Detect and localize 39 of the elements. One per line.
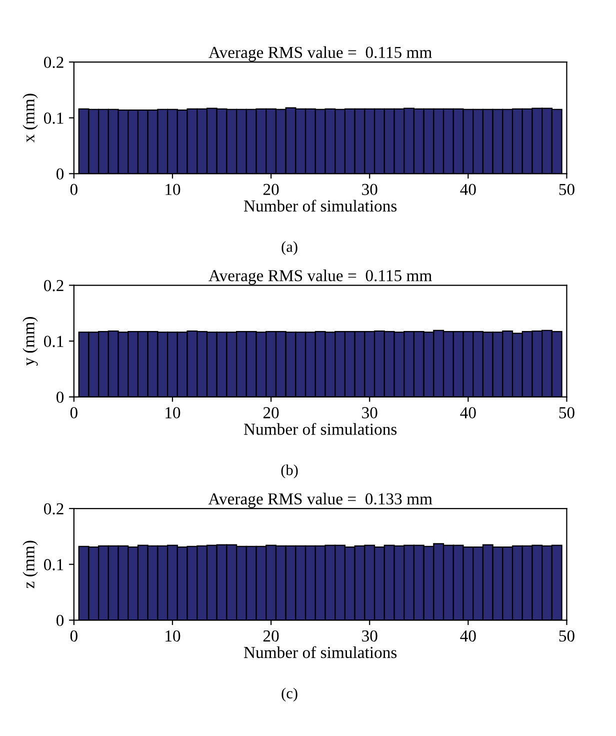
chart-title: Average RMS value = 0.115 mm — [208, 270, 432, 285]
x-tick-label: 50 — [559, 407, 574, 418]
x-tick-label: 40 — [460, 407, 476, 418]
x-tick-label: 20 — [263, 184, 279, 196]
chart-title: Average RMS value = 0.133 mm — [208, 492, 432, 508]
y-tick-label: 0 — [56, 392, 64, 403]
x-tick-label: 10 — [166, 630, 180, 642]
text: (a) — [282, 241, 298, 256]
x-tick-label: 30 — [362, 184, 378, 196]
y-tick-label: 0 — [56, 168, 64, 180]
x-tick-label: 50 — [559, 630, 574, 642]
x-tick-label: 0 — [70, 184, 78, 196]
x-tick-label: 30 — [362, 407, 378, 418]
y-axis-title: y (mm) — [22, 317, 38, 366]
x-tick-label: 40 — [460, 184, 476, 196]
x-axis-title: Number of simulations — [244, 200, 397, 212]
text: (b) — [281, 464, 298, 478]
y-tick-label: 0.2 — [44, 280, 64, 292]
x-tick-label: 20 — [263, 407, 279, 418]
x-tick-label: 10 — [166, 407, 180, 418]
y-tick-label: 0 — [56, 614, 64, 626]
x-axis-title: Number of simulations — [244, 646, 397, 658]
chart-title: Average RMS value = 0.115 mm — [208, 46, 432, 62]
x-tick-label: 20 — [263, 630, 279, 642]
x-axis-title: Number of simulations — [244, 422, 397, 435]
y-axis-title: x (mm) — [22, 94, 38, 142]
x-tick-label: 10 — [166, 184, 180, 196]
y-tick-label: 0.2 — [44, 56, 64, 68]
y-axis-title: z (mm) — [22, 540, 38, 588]
y-tick-label: 0.2 — [44, 503, 64, 515]
text: (c) — [282, 688, 298, 702]
x-tick-label: 30 — [362, 630, 378, 642]
y-tick-label: 0.1 — [44, 336, 64, 348]
x-tick-label: 40 — [460, 630, 476, 642]
y-tick-label: 0.1 — [44, 559, 64, 570]
x-tick-label: 0 — [70, 407, 78, 418]
x-tick-label: 50 — [559, 184, 574, 196]
x-tick-label: 0 — [70, 630, 78, 642]
y-tick-label: 0.1 — [44, 112, 64, 124]
